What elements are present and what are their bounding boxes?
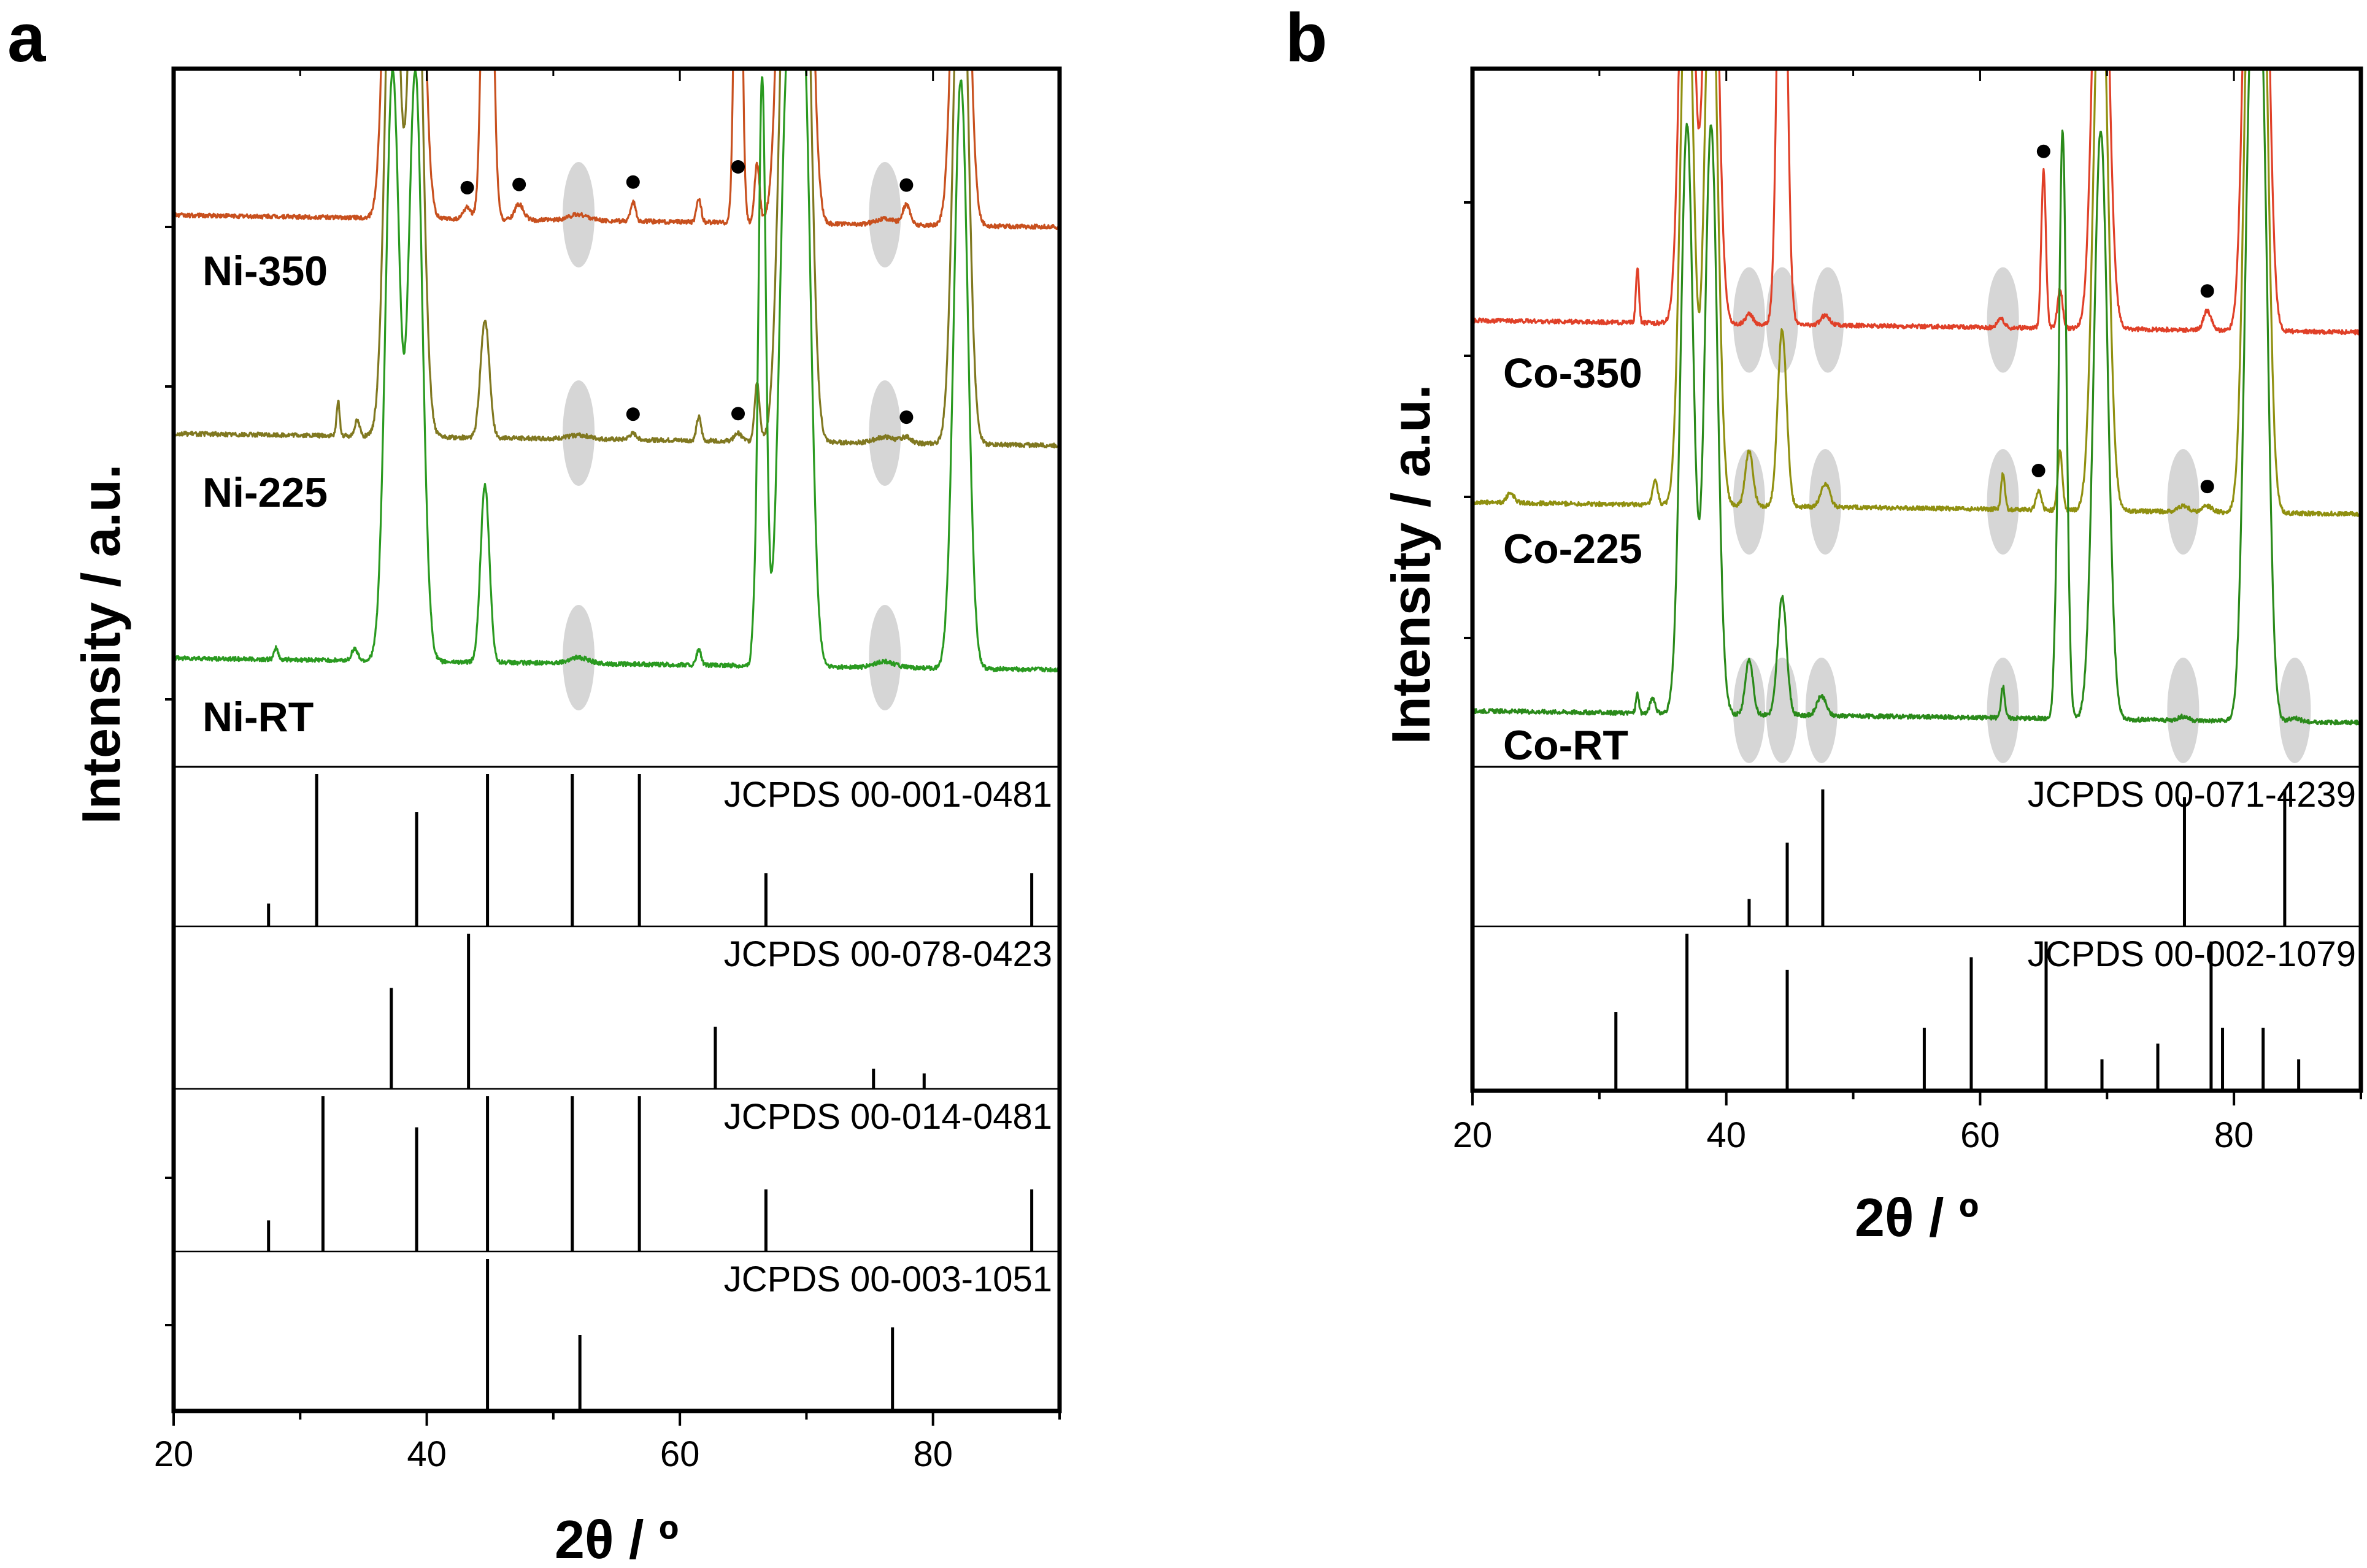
reference-label: JCPDS 00-003-1051 [724, 1259, 1052, 1299]
series-label: Ni-350 [202, 248, 328, 294]
highlight-ellipse [1733, 658, 1765, 763]
highlight-ellipse [869, 605, 901, 710]
x-tick-label: 20 [154, 1434, 194, 1474]
highlight-ellipse [2279, 658, 2311, 763]
peak-marker-dot [2036, 144, 2050, 158]
peak-marker-dot [2200, 480, 2214, 494]
chart-panel-b: Co-350 Co-225 Co-RT JCPDS 00-071-4239 JCPDS … [1380, 66, 2363, 1248]
series-line-co-rt [1472, 69, 2361, 726]
series-line-ni-350 [174, 69, 1060, 230]
series-label: Co-225 [1503, 526, 1642, 572]
highlight-ellipse [2167, 658, 2200, 763]
x-axis-label: 2θ / º [555, 1509, 679, 1568]
plot-frame [1470, 66, 2363, 1093]
x-tick-label: 80 [2214, 1115, 2254, 1155]
series-line-ni-rt [174, 69, 1060, 673]
x-tick-label: 20 [1453, 1115, 1493, 1155]
x-tick-label: 60 [660, 1434, 700, 1474]
series-label: Co-RT [1503, 722, 1628, 769]
x-tick-label: 60 [1960, 1115, 2000, 1155]
peak-marker-dot [626, 407, 640, 421]
trace-area [1472, 69, 2361, 763]
y-axis-label: Intensity / a.u. [71, 464, 131, 824]
peak-marker-dot [512, 177, 526, 191]
highlight-ellipse [1733, 267, 1765, 373]
reference-label: JCPDS 00-002-1079 [2028, 934, 2356, 974]
chart-panel-a: Ni-350 Ni-225 Ni-RT JCPDS 00-001-0481 JCPDS … [71, 66, 1062, 1568]
x-tick-label: 80 [913, 1434, 953, 1474]
highlight-ellipse [1809, 449, 1842, 555]
reference-label: JCPDS 00-001-0481 [724, 775, 1052, 815]
highlight-ellipse [1987, 449, 2019, 555]
highlight-ellipse [869, 162, 901, 267]
reference-label: JCPDS 00-071-4239 [2028, 775, 2356, 815]
x-axis-label: 2θ / º [1855, 1187, 1979, 1248]
highlight-ellipse [869, 380, 901, 486]
series-label: Co-350 [1503, 350, 1642, 397]
series-line-co-225 [1472, 69, 2361, 517]
highlight-ellipse [1733, 449, 1765, 555]
y-axis-label: Intensity / a.u. [1380, 385, 1441, 745]
series-line-ni-225 [174, 69, 1060, 448]
series-line-co-350 [1472, 69, 2361, 336]
reference-label: JCPDS 00-078-0423 [724, 934, 1052, 974]
peak-marker-dot [731, 160, 745, 174]
x-tick-label: 40 [1706, 1115, 1746, 1155]
peak-marker-dot [460, 180, 474, 194]
highlight-ellipse [1987, 658, 2019, 763]
series-label: Ni-225 [202, 469, 328, 516]
series-label: Ni-RT [202, 694, 314, 740]
highlight-ellipse [2167, 449, 2200, 555]
highlight-ellipse [1766, 267, 1798, 373]
peak-marker-dot [2031, 464, 2046, 478]
x-tick-label: 40 [407, 1434, 447, 1474]
peak-marker-dot [899, 178, 914, 192]
panel-b-label: b [1285, 0, 1327, 76]
panel-a-label: a [7, 0, 46, 76]
peak-marker-dot [626, 175, 640, 189]
peak-marker-dot [2200, 284, 2214, 298]
trace-area [174, 69, 1060, 710]
peak-marker-dot [899, 410, 914, 425]
plot-frame [171, 66, 1062, 1413]
highlight-ellipse [1805, 658, 1838, 763]
reference-label: JCPDS 00-014-0481 [724, 1097, 1052, 1137]
peak-marker-dot [731, 407, 745, 421]
